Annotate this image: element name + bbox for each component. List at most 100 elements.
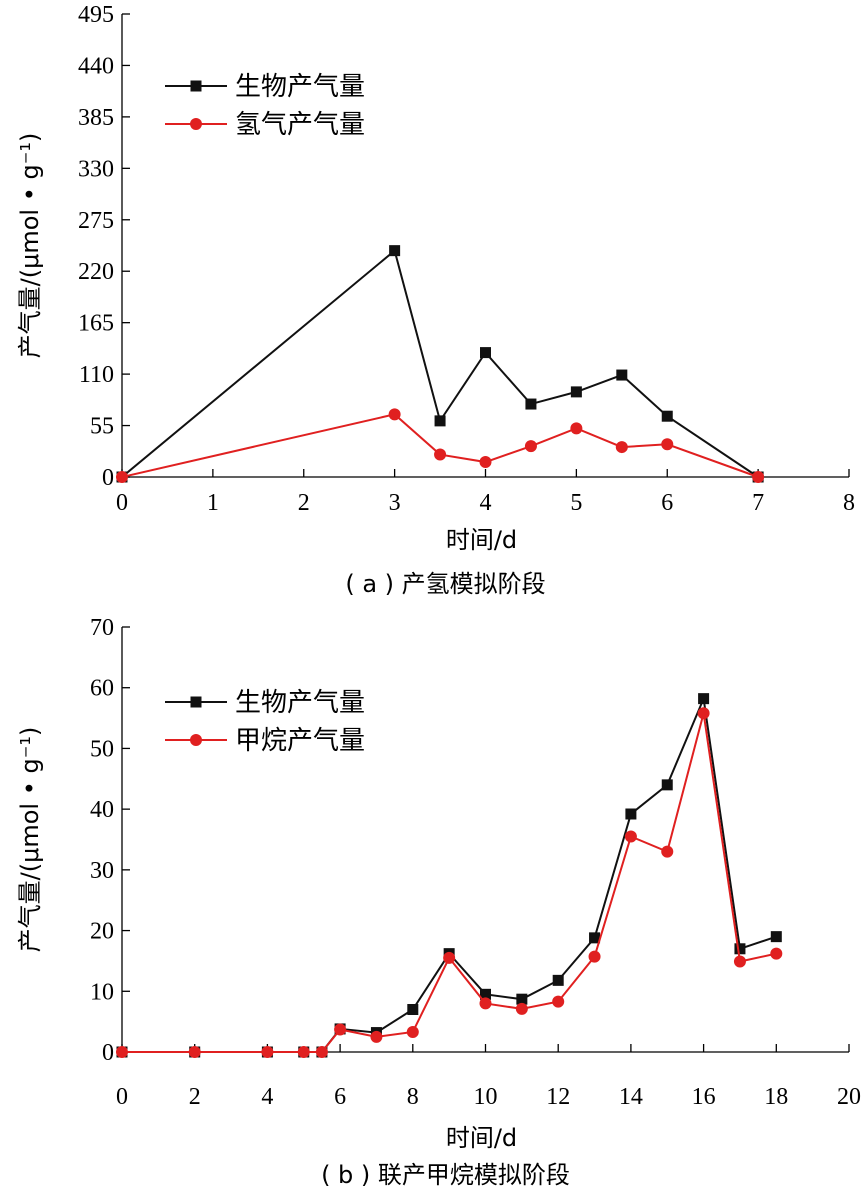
x-tick-label: 8 (843, 490, 855, 516)
x-tick-label: 20 (837, 1084, 861, 1110)
chart-caption: ( b ) 联产甲烷模拟阶段 (321, 1161, 570, 1189)
legend-label: 甲烷产气量 (235, 726, 365, 756)
legend-label: 氢气产气量 (235, 110, 365, 140)
data-point (624, 830, 637, 843)
legend-marker (190, 118, 202, 130)
chart-b: 0 10 20 30 40 50 60 70 0 2 4 6 8 10 12 14 16 18 20 时间/d 产气量/… (16, 615, 861, 1189)
x-tick-label: 12 (546, 1084, 570, 1110)
x-tick-label: 1 (207, 490, 219, 516)
x-tick-label: 18 (764, 1084, 788, 1110)
data-point (552, 974, 564, 986)
data-point (661, 438, 674, 451)
data-point (770, 931, 782, 943)
y-axis-label: 产气量/(μmol • g⁻¹) (16, 133, 44, 359)
data-point (261, 1046, 274, 1058)
data-point (661, 779, 673, 791)
data-point (480, 347, 491, 359)
y-tick-label: 0 (102, 1040, 114, 1066)
legend-marker (190, 696, 202, 708)
legend-item: 生物产气量 (165, 688, 365, 718)
legend-marker (190, 80, 202, 92)
y-tick-label: 275 (78, 208, 114, 234)
data-point (552, 995, 565, 1008)
y-tick-label: 385 (78, 105, 114, 131)
x-axis-label: 时间/d (446, 526, 517, 554)
y-tick-label: 495 (78, 2, 114, 28)
data-point (661, 410, 673, 422)
legend-item: 生物产气量 (165, 72, 365, 102)
data-point (625, 808, 637, 820)
x-tick-label: 5 (570, 490, 582, 516)
x-tick-label: 7 (752, 490, 764, 516)
x-tick-label: 2 (189, 1084, 201, 1110)
data-point (188, 1046, 201, 1058)
data-point (588, 950, 601, 963)
x-tick-label: 8 (407, 1084, 419, 1110)
y-tick-label: 20 (90, 919, 114, 945)
y-tick-label: 60 (90, 676, 114, 702)
y-tick-label: 440 (78, 53, 114, 79)
y-tick-label: 165 (78, 311, 114, 337)
series-line (122, 694, 777, 1053)
data-point (407, 1004, 419, 1015)
data-point (698, 693, 710, 705)
y-axis-label: 产气量/(μmol • g⁻¹) (16, 727, 44, 953)
data-point (616, 369, 628, 381)
series-line (122, 712, 777, 1053)
data-point (589, 932, 601, 944)
data-point (434, 448, 447, 461)
data-point (443, 951, 456, 964)
y-tick-label: 0 (102, 465, 114, 491)
data-point (515, 1002, 528, 1015)
data-point (389, 245, 401, 257)
y-tick-label: 220 (78, 259, 114, 285)
x-tick-label: 6 (661, 490, 673, 516)
x-tick-label: 6 (334, 1084, 346, 1110)
data-point (525, 398, 537, 410)
legend-label: 生物产气量 (235, 688, 365, 718)
data-point (388, 408, 401, 421)
data-point (570, 386, 582, 398)
series-1 (116, 408, 765, 483)
data-point (697, 707, 710, 720)
x-tick-label: 0 (116, 1084, 128, 1110)
y-tick-label: 55 (90, 414, 114, 440)
legend-label: 生物产气量 (235, 72, 365, 102)
data-point (570, 422, 583, 435)
y-tick-label: 110 (79, 362, 114, 388)
data-point (315, 1046, 328, 1058)
x-tick-label: 0 (116, 490, 128, 516)
x-tick-label: 2 (298, 490, 310, 516)
data-point (334, 1023, 347, 1036)
y-tick-label: 70 (90, 615, 114, 641)
data-point (116, 1046, 128, 1058)
x-tick-label: 4 (480, 490, 492, 516)
data-point (734, 943, 746, 955)
y-tick-label: 10 (90, 979, 114, 1005)
x-tick-label: 10 (474, 1084, 498, 1110)
data-point (615, 441, 628, 454)
x-tick-label: 4 (261, 1084, 273, 1110)
data-point (479, 456, 492, 469)
data-point (770, 947, 783, 960)
y-tick-label: 30 (90, 858, 114, 884)
data-point (434, 415, 446, 427)
legend-item: 氢气产气量 (165, 110, 365, 140)
x-axis-label: 时间/d (446, 1124, 517, 1152)
y-tick-label: 40 (90, 797, 114, 823)
legend-item: 甲烷产气量 (165, 726, 365, 756)
chart-a: 0 55 110 165 220 275 330 385 440 495 0 1 2 3 4 5 6 7 8 时间/d… (16, 2, 855, 598)
data-point (524, 440, 537, 453)
data-point (297, 1046, 310, 1058)
data-point (733, 955, 746, 968)
data-point (406, 1025, 419, 1038)
x-tick-label: 16 (692, 1084, 716, 1110)
series-0 (116, 693, 782, 1058)
data-point (479, 997, 492, 1010)
y-tick-label: 330 (78, 156, 114, 182)
chart-caption: ( a ) 产氢模拟阶段 (345, 570, 545, 598)
x-tick-label: 14 (619, 1084, 643, 1110)
data-point (661, 845, 674, 858)
data-point (752, 471, 765, 483)
